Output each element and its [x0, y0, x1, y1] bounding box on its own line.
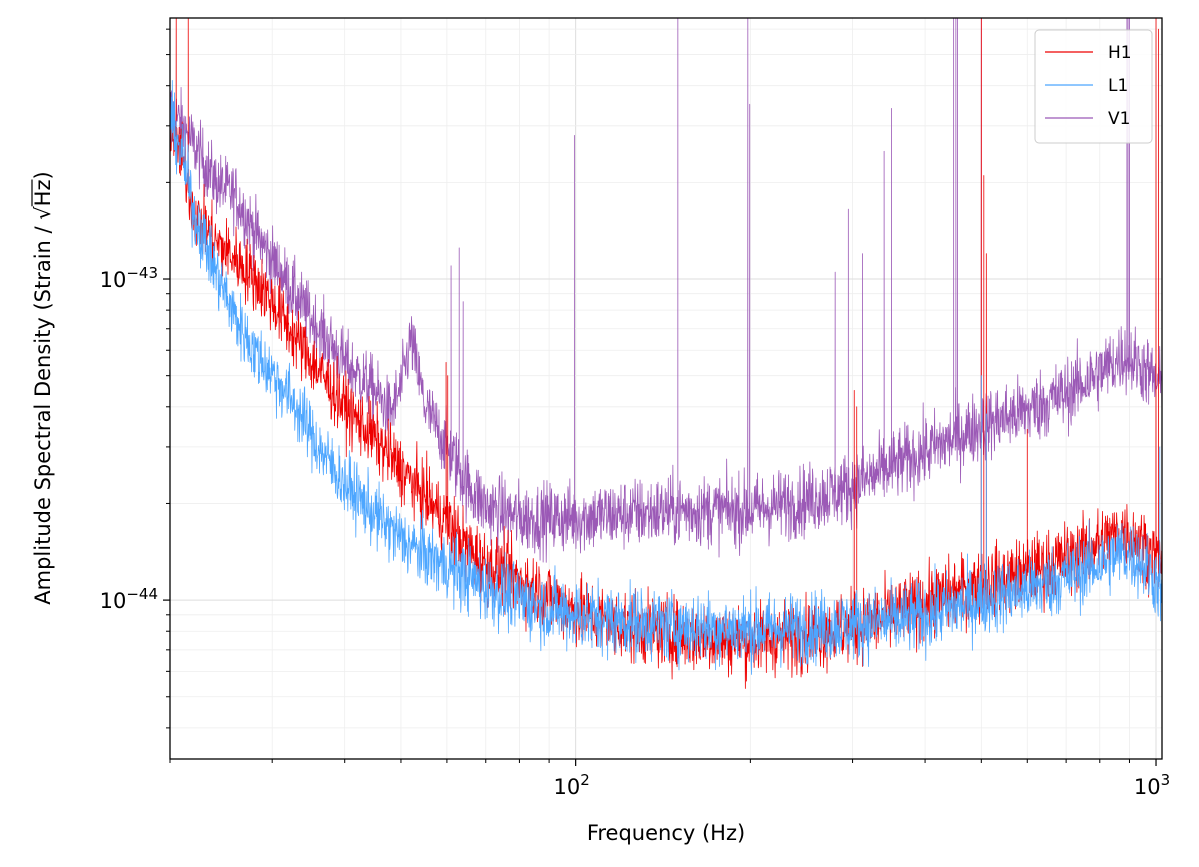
x-tick-label-base: 10 [554, 775, 581, 799]
x-axis-title: Frequency (Hz) [587, 821, 745, 845]
legend-label-h1: H1 [1108, 43, 1132, 63]
x-tick-label-base: 10 [1134, 775, 1161, 799]
series-line-v1 [170, 18, 1162, 563]
series-layer [170, 18, 1162, 689]
x-tick-label: 103 [1134, 771, 1170, 799]
legend-label-v1: V1 [1108, 109, 1130, 129]
y-axis-title-main: Amplitude Spectral Density (Strain / [31, 220, 55, 605]
legend: H1 L1 V1 [1034, 29, 1153, 144]
y-tick-label-base: 10 [100, 589, 127, 613]
y-tick-label: 10−43 [100, 264, 158, 292]
y-axis-title-sqrt-arg: Hz [31, 179, 55, 206]
x-tick-label-exponent: 2 [580, 771, 590, 789]
y-axis-title-group: Amplitude Spectral Density (Strain / √Hz… [31, 171, 55, 604]
y-axis-title-sqrt: √ [31, 206, 55, 220]
series-line-l1 [170, 80, 1162, 675]
y-tick-label-exponent: −43 [126, 264, 158, 282]
y-axis-title-close: ) [31, 171, 55, 179]
legend-label-l1: L1 [1108, 76, 1128, 96]
plot-frame [169, 17, 1163, 760]
y-tick-label-exponent: −44 [126, 585, 158, 603]
x-tick-label-exponent: 3 [1161, 771, 1171, 789]
legend-box [1034, 29, 1153, 144]
y-tick-label: 10−44 [100, 585, 158, 613]
y-axis-title: Amplitude Spectral Density (Strain / √Hz… [31, 171, 55, 604]
y-tick-label-base: 10 [100, 268, 127, 292]
x-tick-label: 102 [554, 771, 590, 799]
axis-ticks [163, 28, 1157, 766]
